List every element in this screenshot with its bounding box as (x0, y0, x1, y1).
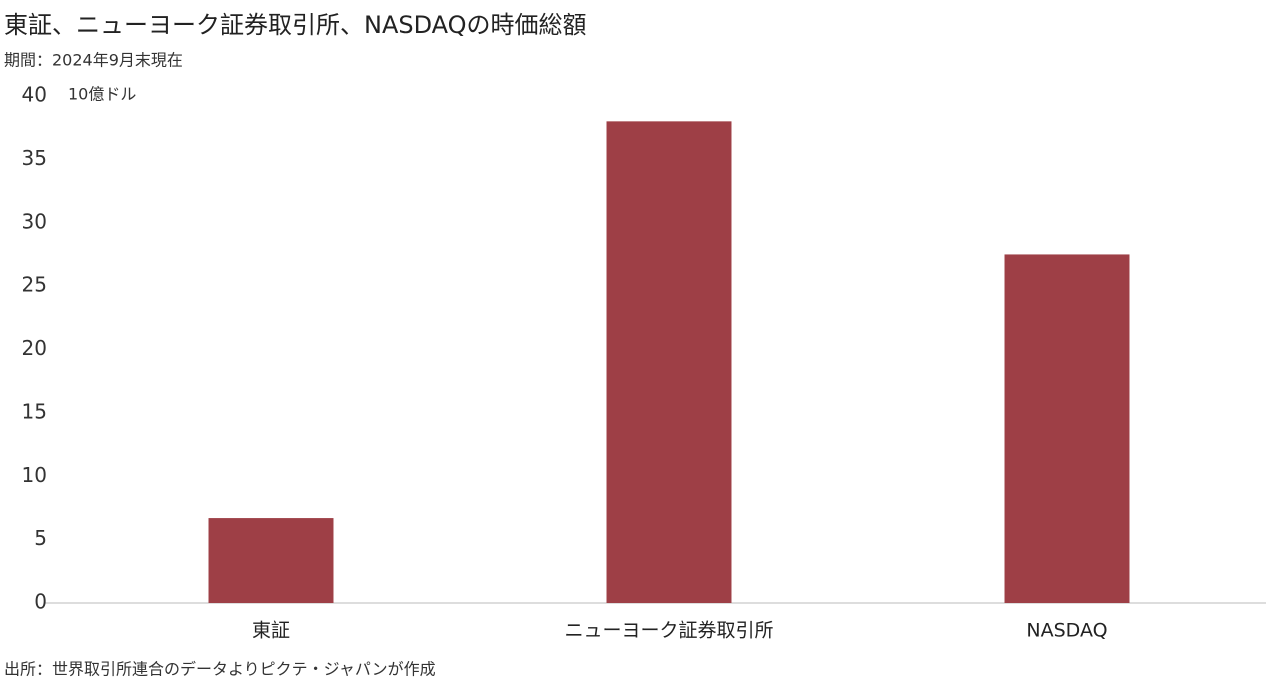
y-tick-label: 5 (34, 526, 47, 550)
chart-title: 東証、ニューヨーク証券取引所、NASDAQの時価総額 (4, 11, 587, 39)
y-tick-label: 20 (22, 336, 47, 360)
y-tick-label: 0 (34, 590, 47, 614)
x-tick-label: ニューヨーク証券取引所 (564, 620, 773, 642)
y-tick-label: 35 (22, 146, 47, 170)
x-tick-label: NASDAQ (1026, 620, 1107, 642)
y-tick-label: 10 (22, 463, 47, 487)
source-note: 出所：世界取引所連合のデータよりピクテ・ジャパンが作成 (4, 660, 436, 679)
y-tick-label: 15 (22, 399, 47, 423)
y-tick-label: 30 (22, 209, 47, 233)
bar (1004, 254, 1130, 603)
chart-subtitle: 期間：2024年9月末現在 (4, 51, 183, 70)
y-tick-label: 40 (22, 83, 47, 107)
x-tick-label: 東証 (252, 620, 290, 642)
y-tick-label: 25 (22, 273, 47, 297)
y-axis-unit: 10億ドル (68, 85, 136, 104)
bar (606, 121, 732, 603)
bar (208, 518, 334, 603)
